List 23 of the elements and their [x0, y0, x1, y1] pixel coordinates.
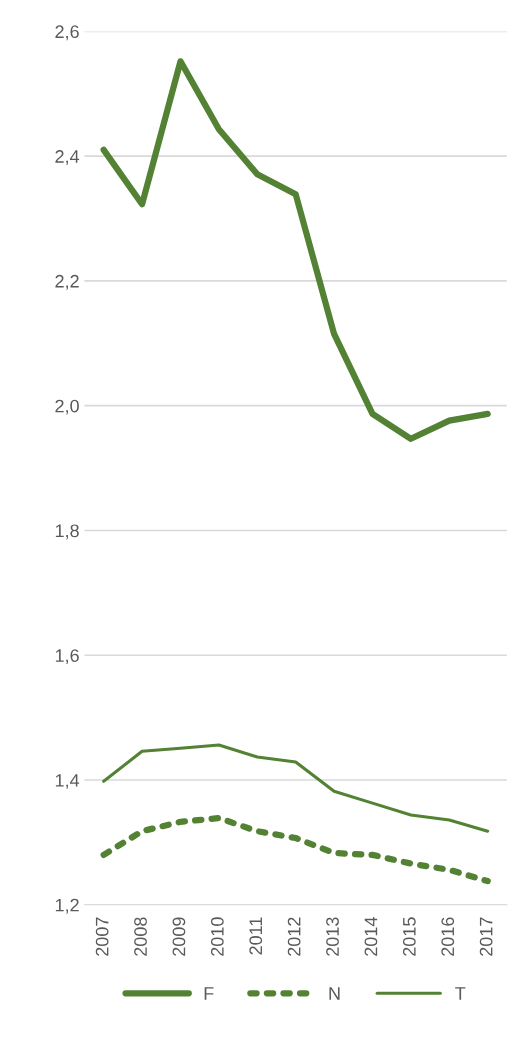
x-tick-label: 2010	[210, 917, 224, 956]
x-tick-label: 2016	[441, 917, 455, 956]
x-tick-label: 2014	[364, 917, 378, 956]
x-tick-label: 2017	[479, 917, 493, 956]
x-tick-label: 2011	[249, 917, 263, 955]
y-tick-label: 2,2	[55, 274, 79, 290]
legend-label: N	[329, 987, 340, 1000]
legend-label: T	[455, 987, 466, 1000]
x-tick-label: 2009	[172, 917, 186, 956]
legend-label: F	[204, 987, 214, 1000]
x-tick-label: 2008	[134, 917, 147, 956]
y-tick-label: 2,6	[55, 25, 79, 41]
y-tick-label: 1,2	[55, 898, 79, 914]
y-tick-label: 2,0	[55, 399, 79, 415]
y-tick-label: 1,8	[55, 524, 79, 540]
x-tick-label: 2015	[402, 917, 416, 956]
y-tick-label: 1,4	[55, 774, 80, 789]
x-tick-label: 2007	[95, 917, 109, 956]
x-tick-label: 2012	[287, 917, 301, 956]
y-tick-label: 1,6	[55, 649, 79, 665]
x-tick-label: 2013	[326, 917, 339, 956]
line-series	[102, 743, 490, 833]
y-tick-label: 2,4	[55, 150, 80, 166]
